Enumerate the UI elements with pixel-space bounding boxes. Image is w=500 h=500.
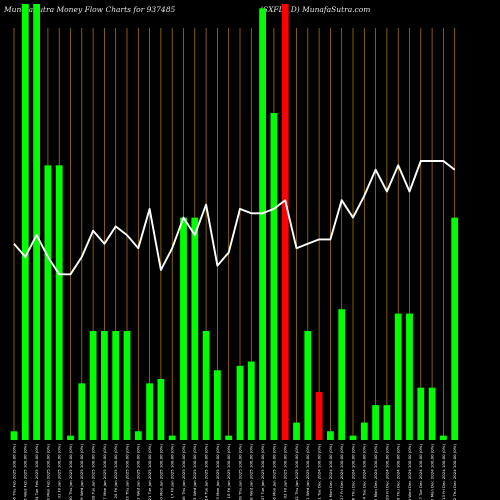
bar (383, 405, 391, 440)
bar (78, 383, 86, 440)
bar (394, 313, 402, 440)
bar (214, 370, 221, 440)
x-tick-label: 13 Mon Jan 2025 100.00 (0%) (215, 444, 220, 500)
bar (315, 392, 323, 440)
bar (270, 113, 278, 440)
x-tick-label: 28 Tue Jan 2025 100.00 (0%) (91, 444, 96, 500)
x-tick-label: 26 Thu Dec 2024 100.00 (0%) (350, 444, 355, 500)
x-tick-label: 27 Fri Dec 2024 100.00 (0%) (339, 444, 344, 500)
bar (451, 217, 459, 440)
x-tick-label: 21 Tue Jan 2025 100.00 (0%) (147, 444, 152, 500)
x-tick-label: 03 Mon Feb 2025 100.00 (0%) (45, 444, 50, 500)
x-tick-label: 03 Fri Jan 2025 100.00 (0%) (283, 444, 288, 499)
x-tick-label: 06 Mon Jan 2025 100.00 (0%) (271, 444, 276, 500)
bar (168, 435, 176, 440)
bar (225, 435, 233, 440)
money-flow-line (13, 160, 456, 276)
bar (236, 365, 244, 440)
bar (372, 405, 379, 440)
bar (134, 431, 142, 440)
bar (281, 4, 289, 440)
bar (146, 383, 153, 440)
x-tick-label: 17 Fri Jan 2025 100.00 (0%) (170, 444, 175, 499)
bar (360, 422, 368, 440)
chart-subtitle: (SXFL2 D) MunafaSutra.com (260, 5, 371, 14)
bar (304, 331, 312, 440)
bar (180, 217, 187, 440)
bar (44, 165, 52, 440)
bar-layer (10, 4, 459, 441)
x-tick-label: 04 Tue Feb 2025 100.00 (0%) (34, 444, 39, 500)
label-layer: 06 Thu Feb 2025 100.00 (0%) 05 Wed Feb 20… (11, 444, 457, 500)
line-layer (13, 160, 456, 276)
x-tick-label: 15 Wed Jan 2025 100.00 (0%) (192, 444, 197, 500)
bar (259, 8, 266, 441)
x-tick-label: 24 Fri Jan 2025 100.00 (0%) (113, 444, 118, 499)
x-tick-label: 09 Thu Jan 2025 100.00 (0%) (237, 444, 242, 500)
chart-title: MunafaSutra Money Flow Charts for 937485 (4, 5, 176, 14)
x-tick-label: 31 Tue Dec 2024 100.00 (0%) (317, 444, 322, 500)
x-tick-label: 10 Fri Jan 2025 100.00 (0%) (226, 444, 231, 499)
x-tick-label: 20 Fri Dec 2024 100.00 (0%) (384, 444, 389, 500)
bar (327, 431, 334, 440)
bar (157, 378, 165, 440)
x-tick-label: 08 Wed Jan 2025 100.00 (0%) (249, 444, 254, 500)
x-tick-label: 24 Tue Dec 2024 100.00 (0%) (362, 444, 367, 500)
bar (21, 4, 29, 440)
x-tick-label: 16 Mon Dec 2024 100.00 (0%) (430, 444, 435, 500)
x-tick-label: 07 Tue Jan 2025 100.00 (0%) (260, 444, 265, 500)
bar (417, 387, 425, 440)
x-tick-label: 16 Thu Jan 2025 100.00 (0%) (181, 444, 186, 500)
x-tick-label: 19 Thu Dec 2024 100.00 (0%) (396, 444, 401, 500)
bar (247, 361, 255, 440)
bar (89, 331, 97, 440)
x-tick-label: 22 Wed Jan 2025 100.00 (0%) (136, 444, 141, 500)
x-tick-label: 17 Tue Dec 2024 100.00 (0%) (418, 444, 423, 500)
x-tick-label: 14 Tue Jan 2025 100.00 (0%) (204, 444, 209, 500)
x-tick-label: 27 Mon Jan 2025 100.00 (0%) (102, 444, 107, 500)
x-tick-label: 01 Wed Jan 2025 100.00 (0%) (305, 444, 310, 500)
bar (440, 435, 447, 440)
bar (112, 331, 120, 440)
x-tick-label: 05 Wed Feb 2025 100.00 (0%) (23, 444, 28, 500)
bar (55, 165, 63, 440)
x-tick-label: 18 Wed Dec 2024 100.00 (0%) (407, 444, 412, 500)
bar (428, 387, 436, 440)
x-tick-label: 30 Thu Jan 2025 100.00 (0%) (68, 444, 73, 500)
x-tick-label: 30 Mon Dec 2024 100.00 (0%) (328, 444, 333, 500)
x-tick-label: 20 Mon Jan 2025 100.00 (0%) (158, 444, 163, 500)
bar (191, 217, 199, 440)
bar (10, 431, 18, 440)
bar (349, 435, 357, 440)
bar (101, 331, 108, 440)
bar (123, 331, 131, 440)
x-tick-label: 23 Thu Jan 2025 100.00 (0%) (124, 444, 129, 500)
x-tick-label: 29 Wed Jan 2025 100.00 (0%) (79, 444, 84, 500)
bar (33, 4, 40, 440)
bar (202, 331, 210, 440)
bar (67, 435, 74, 440)
x-tick-label: 13 Fri Dec 2024 100.00 (0%) (441, 444, 446, 500)
x-tick-label: 02 Thu Jan 2025 100.00 (0%) (294, 444, 299, 500)
x-tick-label: 31 Fri Jan 2025 100.00 (0%) (57, 444, 62, 499)
bar (406, 313, 413, 440)
x-tick-label: 06 Thu Feb 2025 100.00 (0%) (11, 444, 16, 500)
bar (338, 309, 346, 440)
x-tick-label: 12 Thu Dec 2024 100.00 (0%) (452, 444, 457, 500)
bar (293, 422, 300, 440)
x-tick-label: 23 Mon Dec 2024 100.00 (0%) (373, 444, 378, 500)
